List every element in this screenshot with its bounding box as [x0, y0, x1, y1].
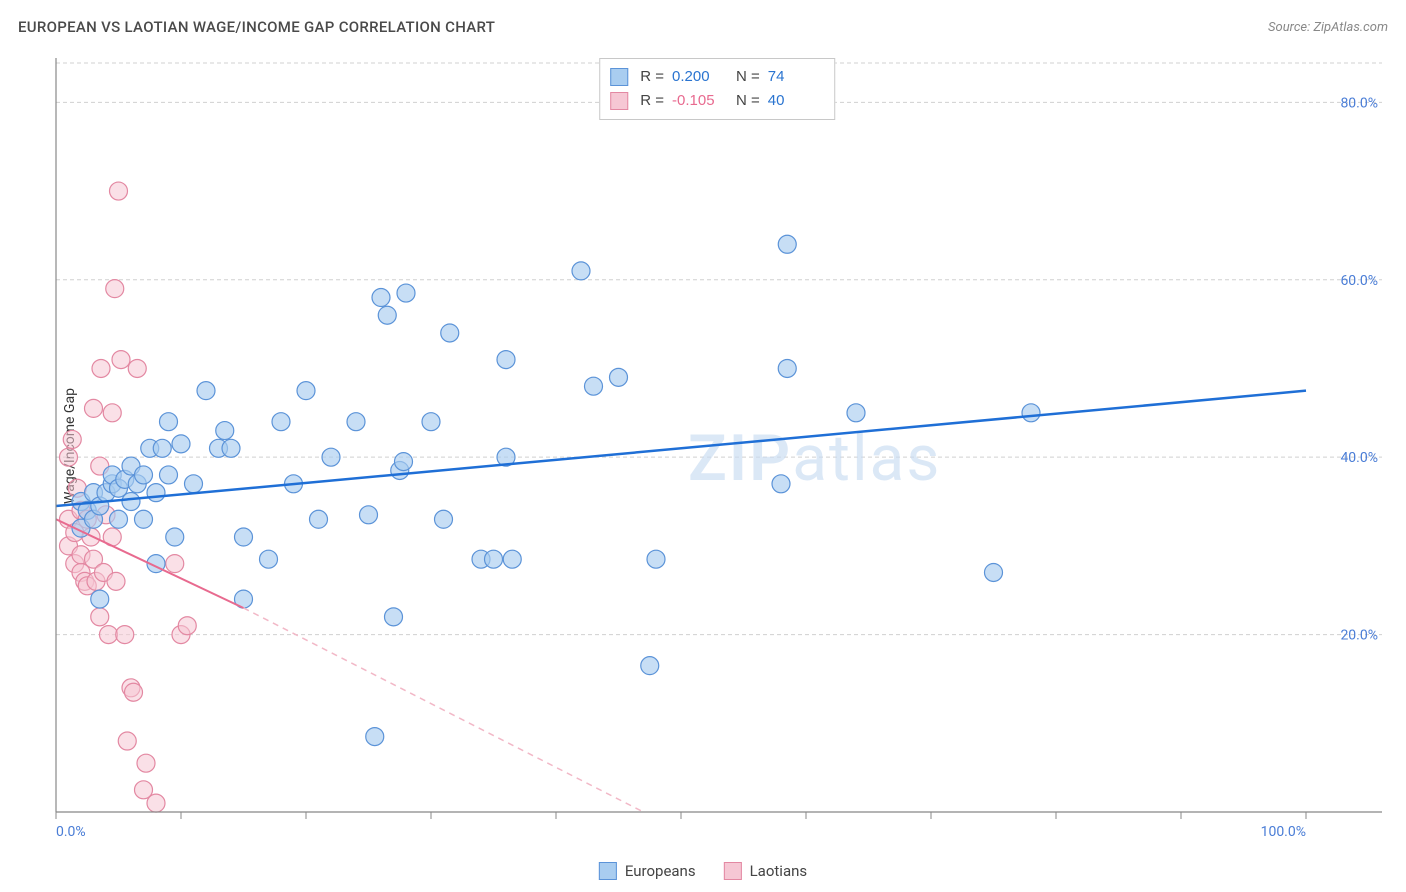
legend-swatch [610, 92, 628, 110]
data-point-european [985, 563, 1003, 581]
data-point-european [135, 510, 153, 528]
watermark: ZIPatlas [688, 421, 941, 496]
data-point-european [197, 382, 215, 400]
n-value: 40 [768, 89, 820, 113]
data-point-european [485, 550, 503, 568]
data-point-laotian [147, 794, 165, 812]
data-point-laotian [118, 732, 136, 750]
data-point-european [1022, 404, 1040, 422]
data-point-laotian [128, 359, 146, 377]
legend-label: Laotians [750, 862, 808, 880]
data-point-european [397, 284, 415, 302]
data-point-european [160, 466, 178, 484]
data-point-laotian [110, 182, 128, 200]
data-point-laotian [100, 626, 118, 644]
scatter-plot: ZIPatlas 0.0% 100.0% 20.0% 40.0% 60.0% 80.0% [48, 50, 1386, 842]
series-legend: Europeans Laotians [599, 862, 807, 880]
data-point-european [166, 528, 184, 546]
data-point-european [310, 510, 328, 528]
r-value: 0.200 [672, 65, 724, 89]
data-point-laotian [103, 404, 121, 422]
data-point-european [297, 382, 315, 400]
data-point-european [422, 413, 440, 431]
data-point-european [135, 466, 153, 484]
data-point-european [260, 550, 278, 568]
source-attribution: Source: ZipAtlas.com [1268, 20, 1388, 35]
data-point-european [647, 550, 665, 568]
data-point-european [385, 608, 403, 626]
data-point-european [110, 510, 128, 528]
trend-line-european [56, 391, 1306, 506]
data-point-european [147, 484, 165, 502]
data-point-european [366, 728, 384, 746]
data-point-european [847, 404, 865, 422]
data-point-laotian [107, 572, 125, 590]
legend-swatch [599, 862, 617, 880]
data-point-european [272, 413, 290, 431]
data-point-european [360, 506, 378, 524]
data-point-european [610, 368, 628, 386]
data-point-european [503, 550, 521, 568]
data-point-laotian [106, 280, 124, 298]
legend-swatch [724, 862, 742, 880]
data-point-european [222, 439, 240, 457]
data-point-european [216, 422, 234, 440]
svg-text:60.0%: 60.0% [1340, 273, 1378, 289]
data-point-european [435, 510, 453, 528]
legend-item: Europeans [599, 862, 696, 880]
data-point-european [778, 359, 796, 377]
n-label: N = [736, 65, 760, 89]
data-point-european [153, 439, 171, 457]
data-point-european [172, 435, 190, 453]
n-label: N = [736, 89, 760, 113]
r-label: R = [640, 65, 664, 89]
data-point-european [185, 475, 203, 493]
r-label: R = [640, 89, 664, 113]
svg-text:80.0%: 80.0% [1340, 95, 1378, 111]
data-point-laotian [91, 608, 109, 626]
data-point-laotian [137, 754, 155, 772]
legend-item: Laotians [724, 862, 808, 880]
r-value: -0.105 [672, 89, 724, 113]
legend-swatch [610, 68, 628, 86]
data-point-laotian [125, 683, 143, 701]
stats-row: R = 0.200 N = 74 [610, 65, 820, 89]
data-point-european [235, 528, 253, 546]
data-point-laotian [60, 448, 78, 466]
data-point-european [322, 448, 340, 466]
data-point-laotian [92, 359, 110, 377]
n-value: 74 [768, 65, 820, 89]
data-point-european [641, 657, 659, 675]
data-point-european [497, 351, 515, 369]
chart-header: EUROPEAN VS LAOTIAN WAGE/INCOME GAP CORR… [18, 18, 1388, 36]
data-point-european [395, 453, 413, 471]
data-point-european [160, 413, 178, 431]
data-point-european [122, 493, 140, 511]
svg-text:20.0%: 20.0% [1340, 628, 1378, 644]
data-point-laotian [116, 626, 134, 644]
data-point-european [372, 289, 390, 307]
data-point-european [441, 324, 459, 342]
data-point-laotian [85, 399, 103, 417]
data-point-european [572, 262, 590, 280]
svg-text:100.0%: 100.0% [1261, 824, 1306, 840]
svg-text:0.0%: 0.0% [56, 824, 86, 840]
chart-area: ZIPatlas 0.0%100.0%20.0%40.0%60.0%80.0% … [48, 50, 1386, 842]
chart-title: EUROPEAN VS LAOTIAN WAGE/INCOME GAP CORR… [18, 18, 495, 36]
stats-legend-box: R = 0.200 N = 74 R = -0.105 N = 40 [599, 58, 835, 120]
data-point-laotian [166, 555, 184, 573]
data-point-european [378, 306, 396, 324]
svg-text:40.0%: 40.0% [1340, 450, 1378, 466]
trend-line-laotian-extrapolated [244, 608, 644, 812]
data-point-european [778, 235, 796, 253]
data-point-laotian [112, 351, 130, 369]
data-point-laotian [178, 617, 196, 635]
data-point-european [91, 590, 109, 608]
stats-row: R = -0.105 N = 40 [610, 89, 820, 113]
data-point-european [585, 377, 603, 395]
data-point-european [772, 475, 790, 493]
data-point-laotian [63, 430, 81, 448]
data-point-european [347, 413, 365, 431]
legend-label: Europeans [625, 862, 696, 880]
